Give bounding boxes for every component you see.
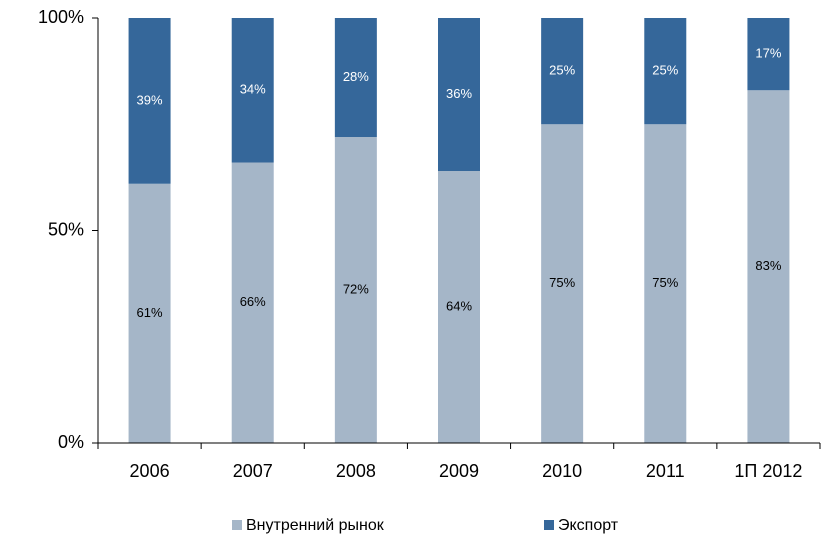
x-tick-label: 2011 (646, 461, 685, 481)
bar-segment (644, 18, 687, 125)
y-tick-label: 50% (48, 219, 84, 239)
value-label: 39% (137, 92, 163, 107)
bar-segment (128, 183, 171, 443)
value-label: 75% (549, 275, 575, 290)
x-tick-label: 2009 (439, 461, 479, 481)
value-label: 72% (343, 281, 369, 296)
bar-segment (334, 18, 377, 137)
bar-segment (334, 137, 377, 443)
bar-segment (541, 18, 584, 125)
bar-segment (747, 18, 790, 91)
bar-segment (541, 124, 584, 443)
bar-segment (231, 162, 274, 443)
value-label: 66% (240, 294, 266, 309)
legend-swatch (544, 520, 554, 530)
value-label: 83% (755, 258, 781, 273)
value-label: 64% (446, 298, 472, 313)
legend-label: Экспорт (558, 517, 619, 534)
bar-segment (438, 171, 480, 443)
value-label: 17% (755, 46, 781, 61)
x-tick-label: 2008 (336, 461, 376, 481)
bar-segment (128, 18, 171, 184)
value-label: 25% (549, 63, 575, 78)
bar-segment (644, 124, 687, 443)
legend-label: Внутренний рынок (246, 517, 385, 534)
value-label: 36% (446, 86, 472, 101)
bar-segment (747, 90, 790, 443)
bar-segment (231, 18, 274, 163)
x-tick-label: 2007 (233, 461, 273, 481)
x-tick-label: 2006 (130, 461, 170, 481)
x-tick-label: 1П 2012 (734, 461, 802, 481)
value-label: 34% (240, 82, 266, 97)
value-label: 25% (652, 63, 678, 78)
x-tick-label: 2010 (542, 461, 582, 481)
y-tick-label: 100% (38, 7, 84, 27)
value-label: 28% (343, 69, 369, 84)
legend-swatch (232, 520, 242, 530)
y-tick-label: 0% (58, 432, 84, 452)
bar-segment (438, 18, 480, 171)
value-label: 75% (652, 275, 678, 290)
value-label: 61% (137, 305, 163, 320)
